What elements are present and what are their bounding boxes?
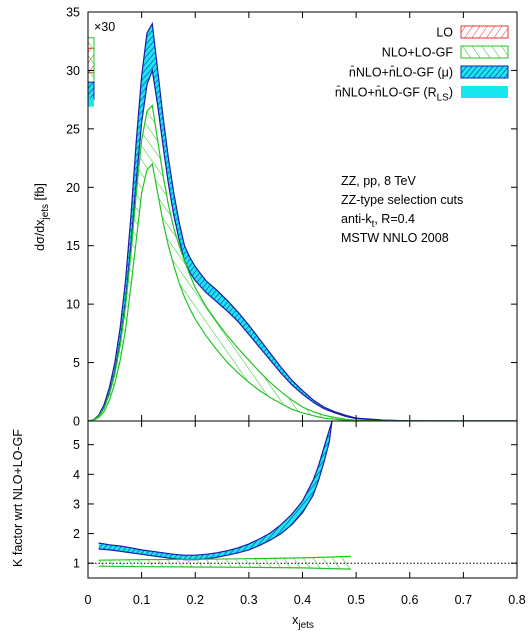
x-tick-label: 0.1 [133, 593, 150, 607]
ratio-y-axis-title: K factor wrt NLO+LO-GF [11, 429, 25, 567]
main-y-tick-label: 35 [66, 6, 80, 20]
multiplier-label: ×30 [94, 20, 115, 34]
main-y-tick-label: 10 [66, 298, 80, 312]
main-lower-line-1 [88, 162, 517, 421]
x-title-sub: jets [297, 620, 314, 631]
x-tick-label: 0 [85, 593, 92, 607]
main-y-axis: 0 5 10 15 20 25 30 35 [66, 6, 517, 429]
legend-label: LO [436, 26, 453, 40]
main-y-tick-label: 20 [66, 181, 80, 195]
main-y-tick-label: 5 [73, 356, 80, 370]
ratio-y-tick-label: 5 [73, 438, 80, 452]
x-tick-label: 0.5 [347, 593, 364, 607]
x-tick-label: 0.6 [401, 593, 418, 607]
edge-box-2 [87, 81, 95, 101]
legend-swatch [460, 65, 509, 79]
x-tick-label: 0.8 [508, 593, 525, 607]
main-band-1 [88, 105, 517, 421]
ratio-lower-line-1 [98, 565, 351, 570]
legend: LO NLO+LO-GF n̄NLO+n̄LO-GF (μ) n̄NLO+n̄LO-G… [335, 25, 509, 104]
legend-swatch [460, 45, 509, 59]
main-band-0 [88, 23, 517, 421]
ratio-upper-line-1 [98, 555, 351, 561]
main-lower-line-0 [88, 68, 517, 421]
edge-box-3 [88, 98, 94, 107]
annotation-line: MSTW NNLO 2008 [341, 231, 449, 245]
left-edge-indicators [87, 37, 95, 107]
ratio-y-tick-label: 1 [73, 557, 80, 571]
ratio-y-axis: 1 2 3 4 5 [73, 438, 517, 571]
main-upper-line-0 [88, 21, 517, 421]
x-tick-label: 0.2 [187, 593, 204, 607]
legend-label: n̄NLO+n̄LO-GF (μ) [349, 66, 453, 80]
edge-box-1 [87, 37, 95, 89]
main-y-tick-label: 0 [73, 415, 80, 429]
ratio-y-tick-label: 4 [73, 468, 80, 482]
x-tick-label: 0.3 [240, 593, 257, 607]
legend-label: NLO+LO-GF [382, 46, 454, 60]
main-y-title-unit: [fb] [33, 183, 47, 204]
main-y-axis-title: dσ/dxjets [fb] [33, 183, 51, 251]
ratio-y-tick-label: 2 [73, 527, 80, 541]
annotation-block: ZZ, pp, 8 TeV ZZ-type selection cuts anti-… [341, 174, 463, 245]
main-y-tick-label: 15 [66, 239, 80, 253]
annotation-line: ZZ-type selection cuts [341, 193, 463, 207]
ratio-y-tick-label: 3 [73, 497, 80, 511]
ratio-upper-line-0 [98, 421, 333, 556]
main-y-tick-label: 30 [66, 64, 80, 78]
ratio-plot-area [88, 421, 517, 570]
legend-swatch [460, 25, 509, 39]
ratio-band-0 [98, 421, 332, 560]
x-tick-label: 0.4 [294, 593, 311, 607]
annotation-line: ZZ, pp, 8 TeV [341, 174, 416, 188]
x-axis-title: xjets [292, 613, 314, 631]
main-y-tick-label: 25 [66, 122, 80, 136]
main-upper-line-1 [88, 104, 517, 421]
main-plot-area [88, 21, 517, 421]
legend-swatch [461, 86, 508, 98]
x-axis: 0 0.1 0.2 0.3 0.4 0.5 0.6 0.7 0.8 [85, 12, 526, 607]
ratio-lower-line-0 [98, 421, 333, 561]
x-tick-label: 0.7 [455, 593, 472, 607]
legend-label: n̄NLO+n̄LO-GF (RLS) [335, 86, 453, 104]
x-title-base: x [292, 613, 299, 627]
main-y-title-sub: jets [40, 204, 51, 221]
annotation-line: anti-kt, R=0.4 [341, 212, 415, 230]
main-y-title-base: dσ/dx [33, 219, 47, 251]
